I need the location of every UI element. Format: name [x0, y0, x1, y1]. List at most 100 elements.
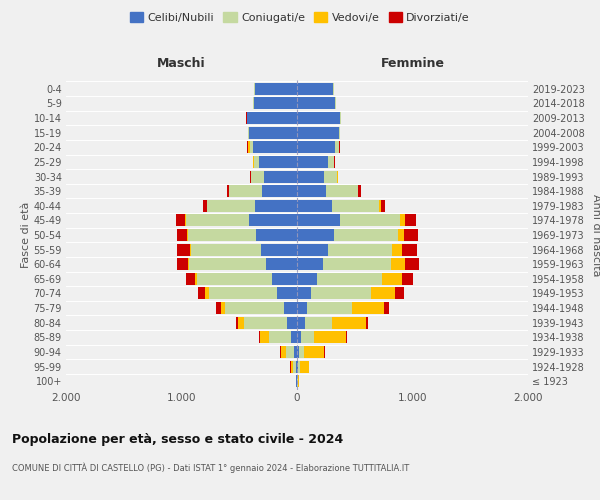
Bar [205, 288, 209, 300]
Bar [402, 273, 413, 285]
Bar [238, 316, 244, 328]
Bar [253, 156, 254, 168]
Bar [297, 244, 328, 256]
Bar [297, 332, 301, 344]
Bar [297, 360, 298, 372]
Legend: Celibi/Nubili, Coniugati/e, Vedovi/e, Divorziati/e: Celibi/Nubili, Coniugati/e, Vedovi/e, Di… [125, 8, 475, 28]
Bar [328, 156, 334, 168]
Bar [326, 185, 358, 197]
Bar [248, 142, 250, 154]
Bar [188, 229, 256, 241]
Bar [249, 126, 297, 138]
Bar [298, 360, 300, 372]
Bar [261, 244, 297, 256]
Bar [177, 258, 188, 270]
Bar [176, 214, 185, 226]
Bar [221, 302, 226, 314]
Bar [305, 316, 332, 328]
Bar [195, 273, 197, 285]
Bar [366, 316, 368, 328]
Bar [266, 258, 297, 270]
Bar [259, 156, 297, 168]
Bar [299, 346, 304, 358]
Bar [379, 200, 381, 212]
Bar [254, 156, 259, 168]
Bar [339, 126, 340, 138]
Bar [314, 332, 346, 344]
Bar [255, 83, 297, 95]
Bar [297, 98, 335, 110]
Bar [177, 229, 187, 241]
Bar [189, 258, 266, 270]
Bar [207, 200, 256, 212]
Bar [297, 214, 340, 226]
Bar [298, 375, 299, 387]
Bar [186, 273, 195, 285]
Bar [335, 142, 338, 154]
Bar [297, 200, 332, 212]
Bar [382, 273, 402, 285]
Bar [297, 273, 317, 285]
Bar [297, 302, 307, 314]
Bar [334, 229, 398, 241]
Bar [324, 170, 337, 182]
Bar [340, 214, 400, 226]
Bar [381, 200, 385, 212]
Bar [317, 273, 382, 285]
Bar [277, 288, 297, 300]
Bar [185, 214, 249, 226]
Bar [247, 112, 297, 124]
Bar [290, 332, 297, 344]
Bar [346, 332, 347, 344]
Bar [391, 258, 406, 270]
Bar [358, 185, 361, 197]
Text: Femmine: Femmine [380, 57, 445, 70]
Bar [229, 185, 262, 197]
Bar [297, 126, 339, 138]
Bar [259, 332, 260, 344]
Bar [395, 288, 404, 300]
Bar [301, 332, 314, 344]
Bar [392, 244, 402, 256]
Bar [297, 142, 335, 154]
Bar [297, 112, 340, 124]
Bar [352, 302, 383, 314]
Bar [216, 302, 221, 314]
Bar [311, 288, 371, 300]
Bar [296, 360, 297, 372]
Bar [328, 244, 392, 256]
Bar [227, 185, 229, 197]
Bar [297, 316, 305, 328]
Bar [250, 170, 251, 182]
Bar [297, 346, 299, 358]
Bar [297, 185, 326, 197]
Y-axis label: Fasce di età: Fasce di età [20, 202, 31, 268]
Bar [264, 170, 297, 182]
Bar [197, 288, 205, 300]
Bar [191, 244, 261, 256]
Bar [197, 273, 272, 285]
Text: Maschi: Maschi [157, 57, 206, 70]
Text: COMUNE DI CITTÀ DI CASTELLO (PG) - Dati ISTAT 1° gennaio 2024 - Elaborazione TUT: COMUNE DI CITTÀ DI CASTELLO (PG) - Dati … [12, 462, 409, 473]
Bar [404, 229, 418, 241]
Bar [209, 288, 277, 300]
Bar [262, 185, 297, 197]
Bar [253, 142, 297, 154]
Bar [304, 346, 325, 358]
Bar [371, 288, 395, 300]
Bar [290, 360, 293, 372]
Bar [226, 302, 284, 314]
Bar [249, 214, 297, 226]
Bar [400, 214, 404, 226]
Bar [251, 170, 264, 182]
Bar [260, 332, 269, 344]
Text: Popolazione per età, sesso e stato civile - 2024: Popolazione per età, sesso e stato civil… [12, 432, 343, 446]
Bar [307, 302, 352, 314]
Bar [383, 302, 389, 314]
Bar [272, 273, 297, 285]
Bar [188, 258, 189, 270]
Bar [293, 360, 296, 372]
Bar [284, 302, 297, 314]
Bar [250, 142, 253, 154]
Bar [323, 258, 391, 270]
